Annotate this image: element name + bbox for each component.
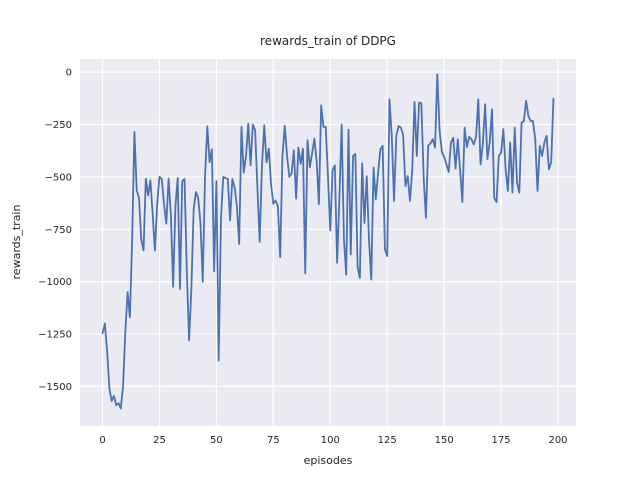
x-axis-label: episodes bbox=[304, 454, 353, 467]
y-tick-label: −1500 bbox=[38, 382, 72, 393]
y-tick-label: −750 bbox=[45, 225, 72, 236]
x-tick-label: 25 bbox=[153, 435, 166, 446]
x-tick-label: 75 bbox=[267, 435, 280, 446]
y-tick-label: 0 bbox=[66, 68, 72, 79]
y-axis-label: rewards_train bbox=[10, 205, 23, 280]
x-tick-label: 175 bbox=[492, 435, 511, 446]
x-tick-label: 100 bbox=[321, 435, 340, 446]
x-tick-label: 0 bbox=[99, 435, 105, 446]
rewards-line bbox=[101, 73, 555, 410]
y-tick-label: −250 bbox=[45, 120, 72, 131]
x-tick-label: 200 bbox=[548, 435, 567, 446]
chart-title: rewards_train of DDPG bbox=[260, 34, 396, 48]
x-tick-label: 50 bbox=[210, 435, 223, 446]
x-tick-label: 125 bbox=[378, 435, 397, 446]
x-tick-label: 150 bbox=[435, 435, 454, 446]
y-tick-label: −500 bbox=[45, 172, 72, 183]
y-tick-label: −1250 bbox=[38, 330, 72, 341]
y-tick-label: −1000 bbox=[38, 277, 72, 288]
x-tick-labels: 0 25 50 75 100 125 150 175 200 bbox=[99, 435, 567, 446]
y-tick-labels: 0 −250 −500 −750 −1000 −1250 −1500 bbox=[38, 68, 72, 393]
gridlines bbox=[80, 59, 576, 426]
plot-area bbox=[80, 59, 576, 426]
